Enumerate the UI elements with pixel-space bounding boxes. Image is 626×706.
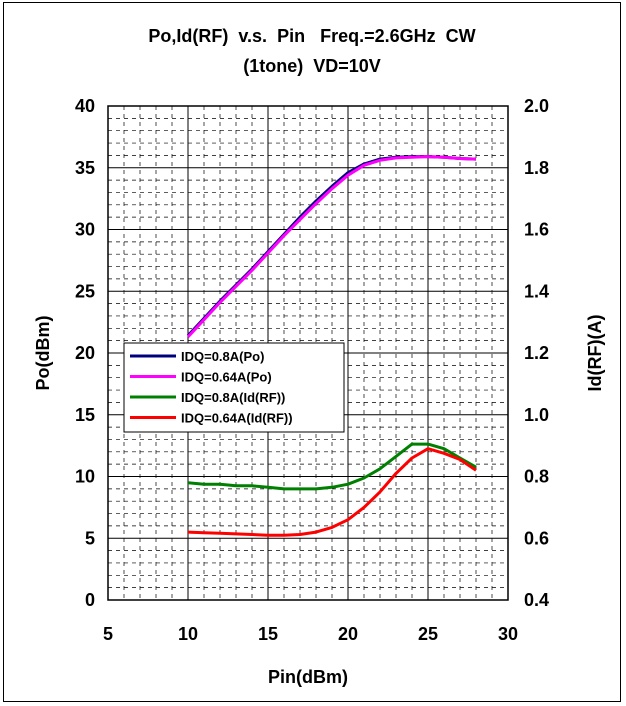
y2-tick-label: 0.4 [524, 590, 549, 610]
x-tick-label: 30 [498, 624, 518, 644]
x-tick-label: 15 [258, 624, 278, 644]
y2-axis-label: Id(RF)(A) [585, 315, 605, 392]
chart-title-line1: Po,Id(RF) v.s. Pin Freq.=2.6GHz CW [148, 26, 475, 46]
legend: IDQ=0.8A(Po) IDQ=0.64A(Po) IDQ=0.8A(Id(RF)… [123, 342, 345, 433]
series-line-idq-0-8a-id-rf [187, 442, 477, 491]
y2-tick-label: 0.6 [524, 528, 549, 548]
y-tick-label: 0 [85, 590, 95, 610]
legend-label: IDQ=0.64A(Id(RF)) [181, 411, 293, 426]
x-tick-label: 20 [338, 624, 358, 644]
y2-tick-label: 2.0 [524, 96, 549, 116]
legend-label: IDQ=0.8A(Po) [181, 349, 264, 364]
x-tick-label: 5 [103, 624, 113, 644]
y-tick-label: 20 [75, 343, 95, 363]
y2-tick-label: 1.6 [524, 220, 549, 240]
series-line-idq-0-64a-id-rf [187, 447, 477, 537]
series-lines [186, 155, 477, 537]
y2-tick-label: 1.4 [524, 281, 549, 301]
series-line-idq-0-64a-po [186, 155, 477, 338]
plot-area-border [107, 105, 509, 601]
legend-label: IDQ=0.64A(Po) [181, 370, 272, 385]
y-tick-label: 15 [75, 405, 95, 425]
chart-title-line2: (1tone) VD=10V [243, 56, 381, 76]
x-axis-label: Pin(dBm) [268, 667, 348, 687]
y2-tick-label: 1.0 [524, 405, 549, 425]
y-tick-label: 40 [75, 96, 95, 116]
y2-tick-label: 0.8 [524, 467, 549, 487]
y-axis-label: Po(dBm) [33, 316, 53, 391]
y2-tick-label: 1.8 [524, 158, 549, 178]
x-tick-label: 25 [418, 624, 438, 644]
y2-tick-label: 1.2 [524, 343, 549, 363]
y-tick-label: 30 [75, 220, 95, 240]
axis-ticks: 5 10 15 20 25 3005101520253035400.40.60.81.01… [75, 96, 549, 644]
y-tick-label: 25 [75, 281, 95, 301]
legend-label: IDQ=0.8A(Id(RF)) [181, 390, 285, 405]
y-tick-label: 35 [75, 158, 95, 178]
x-tick-label: 10 [178, 624, 198, 644]
y-tick-label: 5 [85, 528, 95, 548]
y-tick-label: 10 [75, 467, 95, 487]
